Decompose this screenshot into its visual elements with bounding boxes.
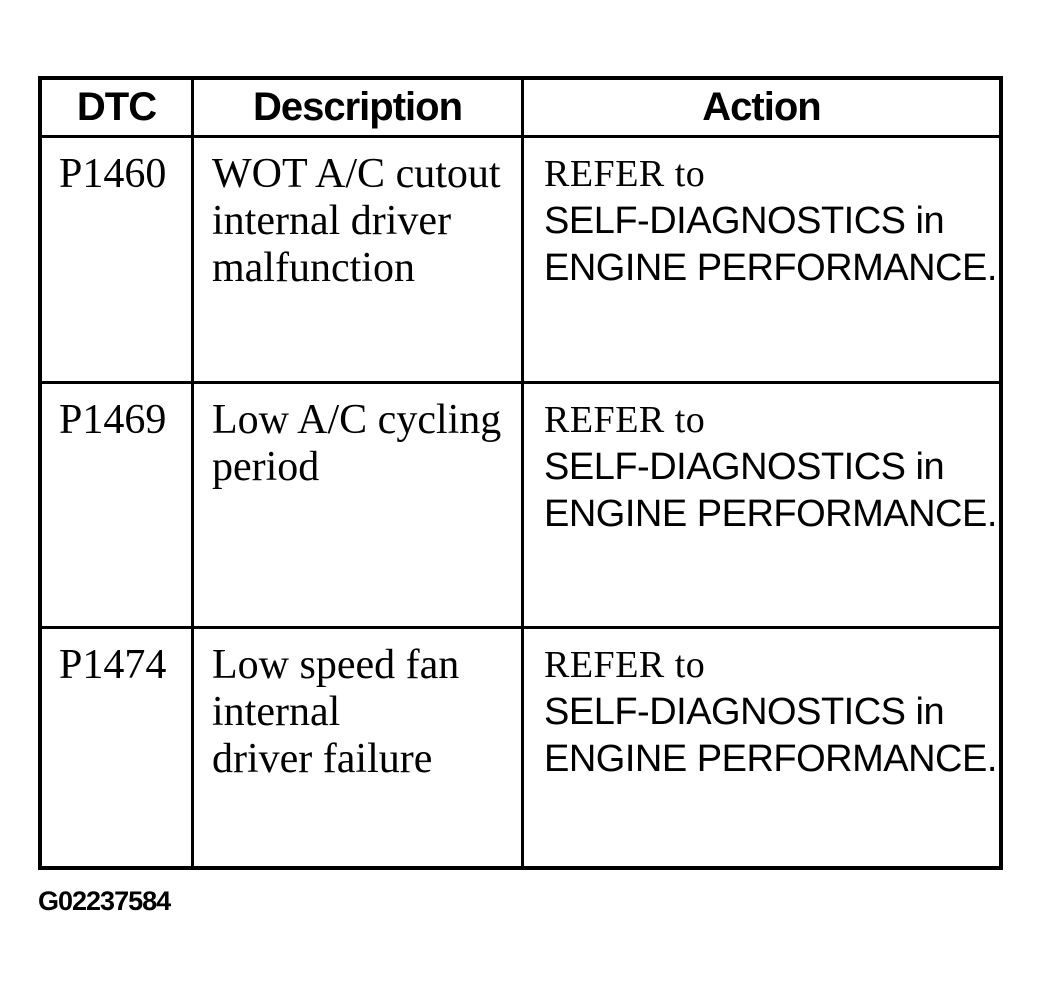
action-cell: REFER to SELF-DIAGNOSTICS in ENGINE PERF… [524,629,999,866]
text-line: Low speed fan [212,642,460,688]
text-line: ENGINE PERFORMANCE. [544,738,997,780]
figure-id-label: G02237584 [38,886,171,916]
text-line: SELF-DIAGNOSTICS in [544,200,945,242]
text-line: Low A/C cycling [212,397,502,443]
text-line: period [212,444,320,490]
dtc-code: P1474 [59,642,167,688]
dtc-code: P1469 [59,397,167,443]
text-line: driver failure [212,736,433,782]
text-line: ENGINE PERFORMANCE. [544,493,997,535]
text-line: malfunction [212,245,415,291]
table-header-dtc: DTC [42,80,194,138]
action-cell: REFER to SELF-DIAGNOSTICS in ENGINE PERF… [524,384,999,629]
description-cell: Low speed fan internal driver failure [194,629,524,866]
description-cell: Low A/C cycling period [194,384,524,629]
text-line: WOT A/C cutout [212,151,501,197]
dtc-cell: P1474 [42,629,194,866]
text-line: SELF-DIAGNOSTICS in [544,446,945,488]
action-cell: REFER to SELF-DIAGNOSTICS in ENGINE PERF… [524,138,999,384]
text-line: internal driver [212,198,452,244]
table-header-description: Description [194,80,524,138]
dtc-table: DTC Description Action P1460 WOT A/C cut… [38,76,1003,870]
dtc-cell: P1469 [42,384,194,629]
text-line: REFER to [544,153,706,195]
dtc-cell: P1460 [42,138,194,384]
text-line: REFER to [544,644,706,686]
description-cell: WOT A/C cutout internal driver malfuncti… [194,138,524,384]
text-line: REFER to [544,399,706,441]
table-header-action: Action [524,80,999,138]
text-line: SELF-DIAGNOSTICS in [544,691,945,733]
text-line: internal [212,689,341,735]
dtc-code: P1460 [59,151,167,197]
text-line: ENGINE PERFORMANCE. [544,247,997,289]
